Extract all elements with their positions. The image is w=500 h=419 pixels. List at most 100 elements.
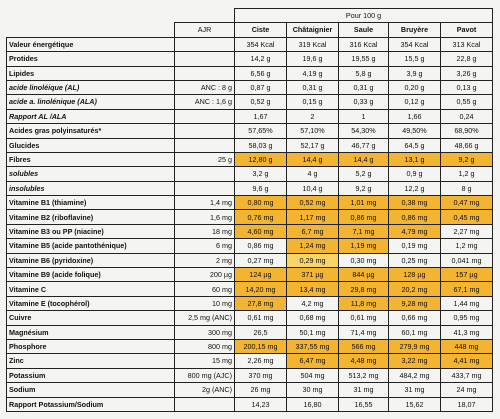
value-cell: 27,8 mg — [234, 295, 287, 312]
value-cell: 371 µg — [286, 267, 339, 283]
ajr-cell: 800 mg (AJC) — [174, 367, 235, 384]
value-cell: 0,9 g — [388, 166, 441, 182]
table-row: Vitamine B2 (riboflavine) 1,6 mg 0,76 mg 1,… — [6, 209, 494, 225]
ajr-cell — [174, 137, 235, 153]
value-cell: 13,4 mg — [286, 281, 339, 297]
value-cell: 0,76 mg — [234, 209, 287, 225]
value-cell: 12,2 g — [388, 180, 441, 197]
value-cell: 0,47 mg — [439, 195, 494, 211]
row-label: Vitamine B3 ou PP (niacine) — [6, 223, 175, 240]
ajr-cell: 300 mg — [174, 324, 235, 340]
row-label: solubles — [6, 166, 175, 182]
row-label: acide a. linolénique (ALA) — [6, 94, 175, 110]
row-label: Vitamine B9 (acide folique) — [6, 267, 175, 283]
value-cell: 52,17 g — [286, 137, 339, 153]
value-cell: 0,19 mg — [388, 238, 441, 254]
value-cell: 0,31 g — [338, 79, 389, 96]
table-row: Vitamine B5 (acide pantothénique) 6 mg 0,8… — [6, 238, 494, 254]
value-cell: 0,31 g — [286, 79, 339, 96]
ajr-cell — [174, 123, 235, 139]
value-cell: 4,41 mg — [439, 353, 494, 369]
ajr-cell: ANC : 8 g — [174, 79, 235, 96]
value-cell: 0,33 g — [338, 94, 389, 110]
row-label: Vitamine C — [6, 281, 175, 297]
ajr-cell: 25 g — [174, 151, 235, 168]
value-cell: 0,20 g — [388, 79, 441, 96]
value-cell: 370 mg — [234, 367, 287, 384]
row-label: Rapport Potassium/Sodium — [6, 396, 175, 412]
value-cell: 41,3 mg — [439, 324, 494, 340]
row-label: Phosphore — [6, 338, 175, 355]
table-row: Vitamine B1 (thiamine) 1,4 mg 0,80 mg 0,52 … — [6, 195, 494, 211]
row-label: Vitamine B1 (thiamine) — [6, 195, 175, 211]
table-row: Glucides 58,03 g 52,17 g 46,77 g 64,5 g 48,66… — [6, 137, 494, 153]
value-cell: 71,4 mg — [338, 324, 389, 340]
value-cell: 3,9 g — [388, 65, 441, 81]
value-cell: 319 Kcal — [286, 36, 339, 53]
row-label: Lipides — [6, 65, 175, 81]
value-cell: 1,24 mg — [286, 238, 339, 254]
table-row: Sodium 2g (ANC) 26 mg 30 mg 31 mg 31 mg 24 mg — [6, 382, 494, 398]
value-cell: 1,66 — [388, 108, 441, 125]
value-cell: 1,2 mg — [439, 238, 494, 254]
table-row: Rapport Potassium/Sodium 14,23 16,80 16,55 1… — [6, 396, 494, 412]
value-cell: 60,1 mg — [388, 324, 441, 340]
value-cell: 484,2 mg — [388, 367, 441, 384]
column-header-pavot: Pavot — [439, 22, 494, 38]
table-row: Lipides 6,56 g 4,19 g 5,8 g 3,9 g 3,26 g — [6, 65, 494, 81]
value-cell: 14,4 g — [286, 151, 339, 168]
row-label: Acides gras polyinsaturés* — [6, 123, 175, 139]
value-cell: 433,7 mg — [439, 367, 494, 384]
value-cell: 4,79 mg — [388, 223, 441, 240]
value-cell: 26 mg — [234, 382, 287, 398]
value-cell: 1 — [338, 108, 389, 125]
value-cell: 2 — [286, 108, 339, 125]
value-cell: 2,27 mg — [439, 223, 494, 240]
value-cell: 1,01 mg — [338, 195, 389, 211]
value-cell: 3,22 mg — [388, 353, 441, 369]
value-cell: 3,2 g — [234, 166, 287, 182]
ajr-cell: 6 mg — [174, 238, 235, 254]
table-row: Vitamine E (tocophérol) 10 mg 27,8 mg 4,2 m… — [6, 295, 494, 312]
value-cell: 54,30% — [338, 123, 389, 139]
value-cell: 0,86 mg — [338, 209, 389, 225]
row-label: Vitamine E (tocophérol) — [6, 295, 175, 312]
value-cell: 844 µg — [338, 267, 389, 283]
value-cell: 3,26 g — [439, 65, 494, 81]
row-label: Vitamine B5 (acide pantothénique) — [6, 238, 175, 254]
value-cell: 6,56 g — [234, 65, 287, 81]
value-cell: 64,5 g — [388, 137, 441, 153]
value-cell: 0,66 mg — [388, 310, 441, 326]
value-cell: 16,80 — [286, 396, 339, 412]
header-row-columns: AJR Ciste Châtaignier Saule Bruyère Pavo… — [6, 22, 494, 38]
value-cell: 57,65% — [234, 123, 287, 139]
per-100g-header: Pour 100 g — [233, 7, 494, 24]
column-header-saule: Saule — [338, 22, 389, 38]
value-cell: 0,041 mg — [439, 252, 494, 269]
ajr-cell: 1,6 mg — [174, 209, 235, 225]
value-cell: 1,19 mg — [338, 238, 389, 254]
value-cell: 67,1 mg — [439, 281, 494, 297]
table-row: Vitamine B9 (acide folique) 200 µg 124 µg 3… — [6, 267, 494, 283]
value-cell: 2,26 mg — [234, 353, 287, 369]
value-cell: 0,80 mg — [234, 195, 287, 211]
value-cell: 0,29 mg — [286, 252, 339, 269]
row-label: Magnésium — [6, 324, 175, 340]
value-cell: 57,10% — [286, 123, 339, 139]
row-label: Glucides — [6, 137, 175, 153]
value-cell: 4,48 mg — [338, 353, 389, 369]
value-cell: 19,6 g — [286, 51, 339, 67]
ajr-cell: 1,4 mg — [174, 195, 235, 211]
table-row: Vitamine B3 ou PP (niacine) 18 mg 4,60 mg 6… — [6, 223, 494, 240]
value-cell: 5,2 g — [338, 166, 389, 182]
value-cell: 0,15 g — [286, 94, 339, 110]
ajr-cell: 2,5 mg (ANC) — [174, 310, 235, 326]
table-row: Valeur énergétique 354 Kcal 319 Kcal 316 Kc… — [6, 36, 494, 53]
row-label: Vitamine B2 (riboflavine) — [6, 209, 175, 225]
value-cell: 6,47 mg — [286, 353, 339, 369]
value-cell: 1,17 mg — [286, 209, 339, 225]
ajr-cell — [174, 180, 235, 197]
value-cell: 58,03 g — [234, 137, 287, 153]
